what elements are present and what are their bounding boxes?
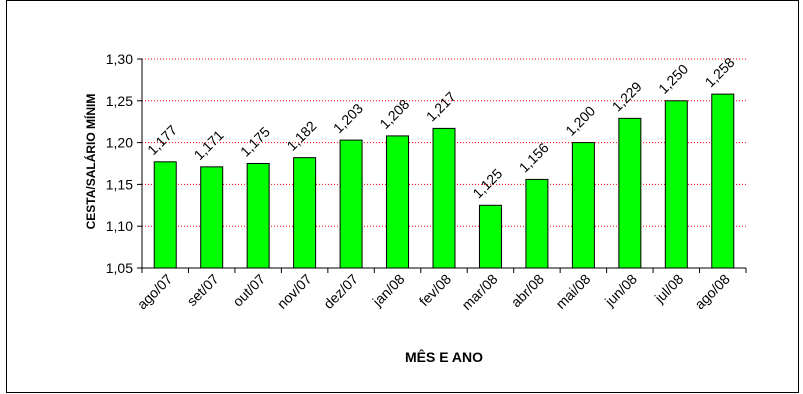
x-tick-label: dez/07 [320,271,361,312]
x-tick-label: mai/08 [552,271,593,312]
bar [664,100,688,269]
x-tick-label: fev/08 [416,271,454,309]
data-label: 1,175 [237,123,273,159]
y-tick-labels: 1,05 1,10 1,15 1,20 1,25 1,30 [106,51,133,276]
bar [618,117,642,269]
bar [525,178,549,269]
bar [386,135,410,269]
x-tick-label: ago/07 [134,271,176,313]
data-label: 1,200 [562,102,598,138]
bar [339,139,363,269]
x-tick-label: abr/08 [508,271,548,311]
x-tick-label: ago/08 [691,271,733,313]
x-axis-title: MÊS E ANO [405,348,483,365]
data-label: 1,208 [376,96,412,132]
data-label: 1,125 [469,165,505,201]
x-tick-labels: ago/07 set/07 out/07 nov/07 dez/07 jan/08 fev/… [134,271,733,313]
bar [571,142,595,269]
bar [153,161,177,269]
data-label: 1,156 [516,139,552,175]
bar [293,157,317,269]
bar [246,163,270,269]
x-tick-label: out/07 [229,271,268,310]
data-label: 1,182 [283,118,319,154]
x-tick-label: jul/08 [651,271,687,307]
data-label: 1,203 [330,100,366,136]
y-tick-label: 1,10 [106,218,133,234]
x-tick-label: jan/08 [369,271,408,310]
bar [432,127,456,269]
bar [711,93,735,269]
y-tick-label: 1,25 [106,93,133,109]
x-tick-label: nov/07 [274,271,315,312]
bar [200,166,224,269]
data-label: 1,177 [144,122,180,158]
data-label: 1,217 [423,88,459,124]
axes [137,58,747,273]
data-label: 1,171 [190,127,226,163]
y-axis-title: CESTA/SALÁRIO MÍNIM [83,94,98,230]
data-label: 1,258 [702,54,738,90]
data-label: 1,250 [655,61,691,97]
bars [153,93,735,269]
x-tick-label: jun/08 [601,271,640,310]
x-tick-label: mar/08 [458,271,500,313]
data-label: 1,229 [609,78,645,114]
y-tick-label: 1,15 [106,176,133,192]
y-tick-label: 1,05 [106,260,133,276]
y-tick-label: 1,30 [106,51,133,67]
y-tick-label: 1,20 [106,135,133,151]
bar [478,204,502,269]
x-tick-label: set/07 [184,271,222,309]
